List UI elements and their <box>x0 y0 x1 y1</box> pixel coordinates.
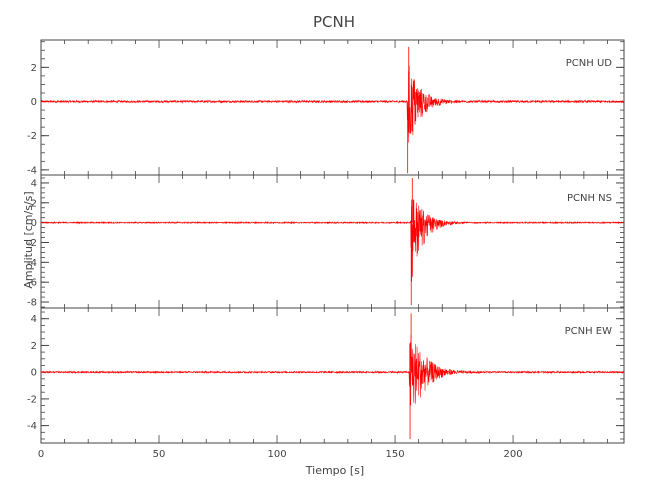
x-tick-label: 200 <box>504 449 523 460</box>
panel-3: 4 2 0 -2 -4 PCNH EW <box>27 307 625 444</box>
panel-label: PCNH NS <box>567 193 612 204</box>
y-tick-label: 2 <box>31 341 37 352</box>
x-axis-label: Tiempo [s] <box>305 464 364 477</box>
x-tick-label: 0 <box>38 449 44 460</box>
panel-frame <box>40 39 625 176</box>
panel-1: 2 0 -2 -4 PCNH UD <box>27 39 625 176</box>
panel-label: PCNH EW <box>565 326 613 337</box>
chart-title: PCNH <box>313 13 355 31</box>
y-tick-label: -4 <box>27 258 37 269</box>
waveform-trace <box>40 334 625 406</box>
y-tick-label: -2 <box>27 238 37 249</box>
y-tick-label: -8 <box>27 298 37 309</box>
y-tick-label: 4 <box>31 314 37 325</box>
x-tick-label: 150 <box>386 449 405 460</box>
y-tick-label: -6 <box>27 278 37 289</box>
y-tick-label: 0 <box>31 368 37 379</box>
y-tick-label: 2 <box>31 63 37 74</box>
waveform-trace <box>40 65 625 143</box>
y-tick-label: 2 <box>31 198 37 209</box>
y-tick-label: 4 <box>31 178 37 189</box>
y-tick-label: -4 <box>27 165 37 176</box>
y-axis-label: Amplitud [cm/s/s] <box>22 191 35 288</box>
y-tick-label: -2 <box>27 131 37 142</box>
waveform-trace <box>40 199 625 282</box>
panel-frame <box>40 307 625 444</box>
y-tick-label: -4 <box>27 421 37 432</box>
panel-label: PCNH UD <box>566 58 613 69</box>
x-tick-label: 100 <box>267 449 286 460</box>
panels-group: 2 0 -2 -4 PCNH UD 4 2 0 -2 -4 -6 -8 PCNH NS 4 2 0 -2 -4 PC… <box>27 39 625 460</box>
y-tick-label: 0 <box>31 97 37 108</box>
x-tick-label: 50 <box>153 449 166 460</box>
panel-frame <box>40 174 625 309</box>
panel-2: 4 2 0 -2 -4 -6 -8 PCNH NS <box>27 174 625 309</box>
y-tick-label: -2 <box>27 394 37 405</box>
y-tick-label: 0 <box>31 218 37 229</box>
